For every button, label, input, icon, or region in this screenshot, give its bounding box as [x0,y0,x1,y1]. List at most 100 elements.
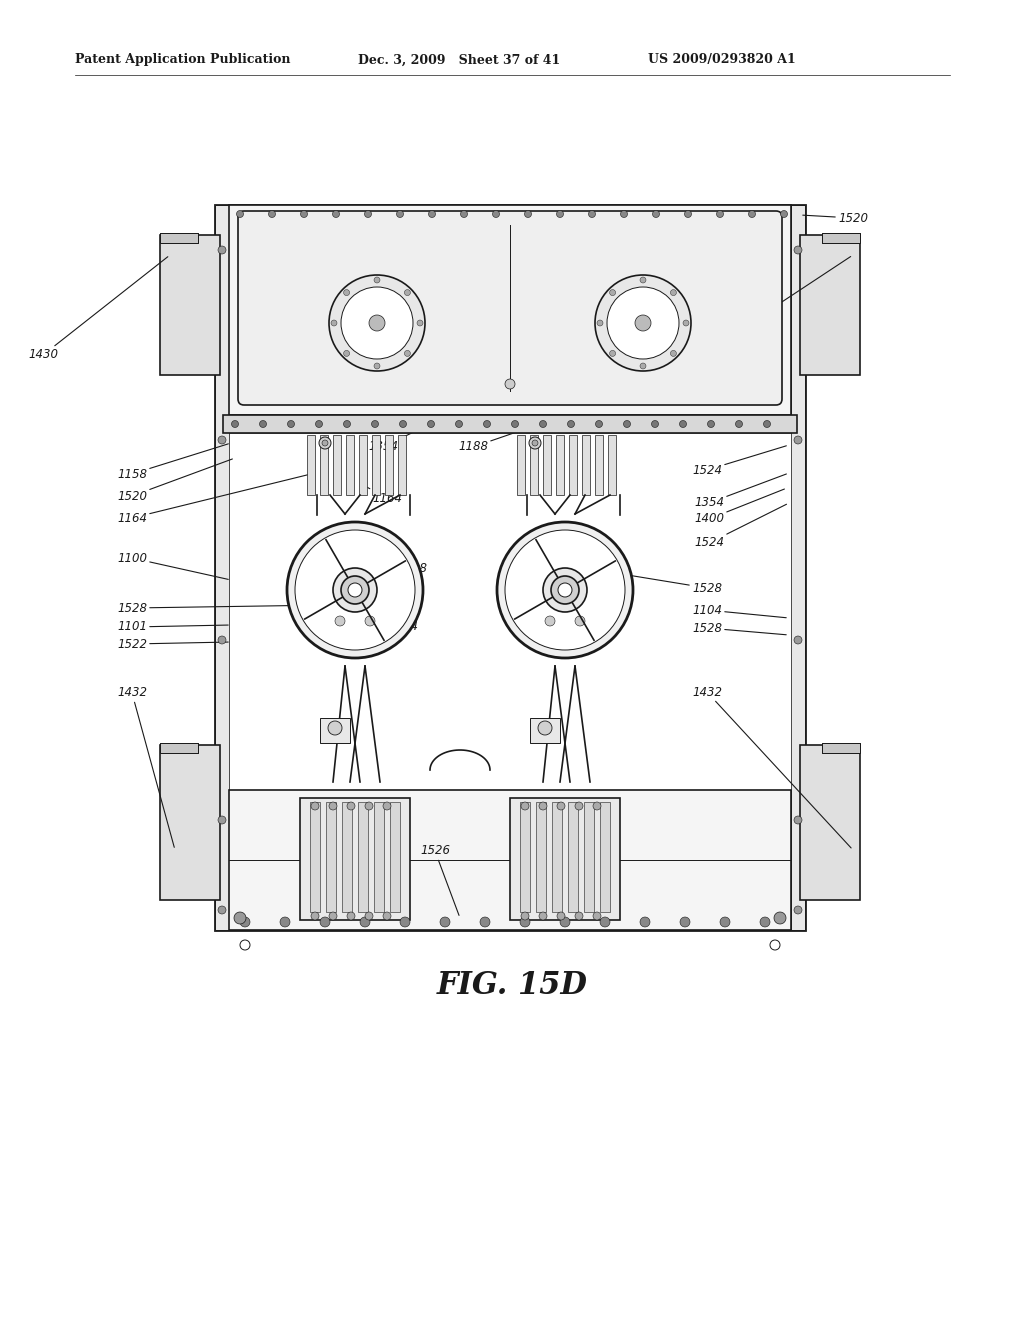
Circle shape [365,803,373,810]
Circle shape [231,421,239,428]
Circle shape [794,246,802,253]
Bar [535,615,595,627]
Circle shape [593,803,601,810]
Circle shape [343,421,350,428]
Circle shape [539,803,547,810]
Bar [229,433,791,789]
Circle shape [635,315,651,331]
Circle shape [259,421,266,428]
Bar [530,718,560,743]
Circle shape [539,912,547,920]
Circle shape [483,421,490,428]
Circle shape [365,616,375,626]
Circle shape [560,917,570,927]
Bar [800,744,860,900]
Circle shape [671,350,677,356]
Circle shape [287,521,423,657]
Circle shape [609,289,615,296]
Bar [310,803,319,912]
Circle shape [329,803,337,810]
Circle shape [365,912,373,920]
Bar [398,436,406,495]
Text: 1528: 1528 [117,602,328,615]
Text: 1528: 1528 [600,570,722,594]
Text: 1526: 1526 [420,845,459,915]
Text: 1430: 1430 [682,256,851,364]
Bar [215,205,805,931]
Circle shape [295,531,415,649]
Bar [307,436,315,495]
Circle shape [218,436,226,444]
Text: 1524: 1524 [694,504,786,549]
Circle shape [640,917,650,927]
Circle shape [720,917,730,927]
Circle shape [234,912,246,924]
Circle shape [440,917,450,927]
Bar [822,234,860,243]
Circle shape [315,421,323,428]
Bar [822,234,860,243]
Circle shape [708,421,715,428]
Circle shape [640,277,646,282]
Bar [520,803,530,912]
Circle shape [427,421,434,428]
Circle shape [341,576,369,605]
Circle shape [404,289,411,296]
Circle shape [597,319,603,326]
Circle shape [521,912,529,920]
Circle shape [512,421,518,428]
Circle shape [218,636,226,644]
Circle shape [480,917,490,927]
Bar [510,799,620,920]
Circle shape [557,912,565,920]
Circle shape [311,803,319,810]
Circle shape [333,210,340,218]
Bar [374,803,384,912]
Bar [536,803,546,912]
Bar [595,436,603,495]
Circle shape [652,210,659,218]
Text: 1158: 1158 [117,444,228,480]
Text: 1164: 1164 [366,486,402,504]
Text: 1432: 1432 [512,837,597,869]
Bar [530,436,538,495]
Circle shape [556,210,563,218]
Text: 1101: 1101 [117,620,228,634]
Bar [552,803,562,912]
Circle shape [461,210,468,218]
Circle shape [218,906,226,913]
Bar [517,436,525,495]
Circle shape [735,421,742,428]
Circle shape [532,440,538,446]
Bar [543,436,551,495]
FancyBboxPatch shape [238,211,782,405]
Circle shape [268,210,275,218]
Circle shape [347,803,355,810]
Circle shape [780,210,787,218]
Circle shape [333,568,377,612]
Text: 1188: 1188 [458,425,538,454]
Circle shape [794,636,802,644]
Bar [372,436,380,495]
Bar [390,803,400,912]
Bar [229,789,791,931]
Circle shape [794,906,802,913]
Circle shape [624,421,631,428]
Text: 1100: 1100 [117,552,228,579]
Circle shape [383,912,391,920]
Text: 1528: 1528 [370,546,427,574]
Text: 1354: 1354 [694,474,786,510]
Circle shape [319,917,330,927]
Circle shape [640,363,646,370]
Text: Dec. 3, 2009   Sheet 37 of 41: Dec. 3, 2009 Sheet 37 of 41 [358,54,560,66]
Circle shape [794,816,802,824]
Circle shape [329,275,425,371]
Circle shape [335,616,345,626]
Text: 1400: 1400 [694,488,784,525]
Circle shape [557,803,565,810]
Bar [791,205,805,931]
Bar [600,803,610,912]
Circle shape [764,421,770,428]
Circle shape [505,379,515,389]
Circle shape [505,531,625,649]
